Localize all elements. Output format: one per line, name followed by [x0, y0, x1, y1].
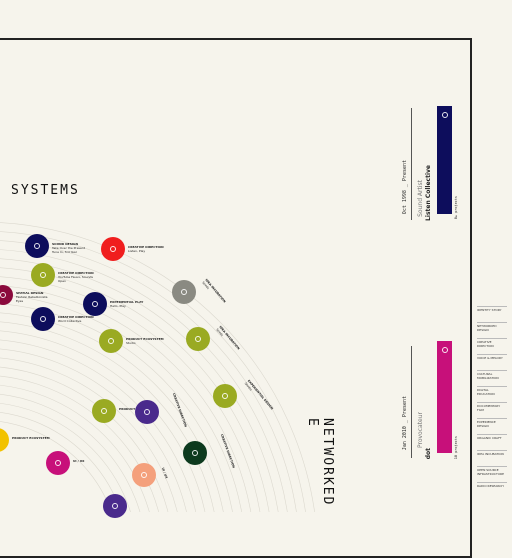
node-subtitle: Word Collective — [58, 319, 82, 323]
project-node[interactable] — [31, 307, 55, 331]
legend-item: CREATIVE DIRECTION — [477, 338, 507, 348]
legend-item: DIGITAL EDUCATION — [477, 386, 507, 396]
node-dot-icon — [40, 316, 46, 322]
node-dot-icon — [110, 246, 116, 252]
node-subtitle: Take Over the Present — [52, 246, 85, 250]
node-title: EXPERIENTIAL PLAY — [110, 300, 144, 304]
stint-rule — [411, 108, 412, 220]
node-title: CREATIVE DIRECTION — [58, 315, 94, 319]
node-label: SOUND DESIGN Take Over the Present Tune In… — [52, 242, 85, 254]
project-node[interactable] — [186, 327, 210, 351]
node-subtitle: YouTube Fauux, Sounds — [58, 275, 93, 279]
node-dot-icon — [101, 408, 107, 414]
node-dot-icon — [55, 460, 61, 466]
legend-item: RADIO RESEARCH — [477, 482, 507, 488]
legend-item: EXPERIENCE DESIGN — [477, 418, 507, 428]
node-title: PRODUCT ECOSYSTEM — [12, 436, 50, 440]
node-title: CREATIVE DIRECTION — [58, 271, 94, 275]
project-node[interactable] — [92, 399, 116, 423]
node-dot-icon — [195, 336, 201, 342]
stint-listen-collective: Oct 1998 _ Present Sound Artist Listen C… — [395, 100, 465, 221]
project-node[interactable] — [132, 463, 156, 487]
legend-item: NETWORKED DESIGN — [477, 322, 507, 332]
node-dot-icon — [222, 393, 228, 399]
node-dot-icon — [141, 472, 147, 478]
node-subtitle: Eyes — [16, 299, 24, 303]
node-label: EXPERIENTIAL PLAY Hello, Play — [110, 300, 143, 308]
stint-dot: Jan 2010 _ Present Provocateur dot 18 pr… — [395, 338, 465, 460]
node-subtitle: Open — [58, 279, 67, 283]
stint-date: Oct 1998 _ Present — [402, 160, 408, 215]
project-node[interactable] — [0, 428, 9, 452]
node-dot-icon — [181, 289, 187, 295]
project-node[interactable] — [46, 451, 70, 475]
node-label: CREATIVE DIRECTION Word Collective — [58, 315, 94, 323]
stint-projects: 8+ projects — [454, 196, 458, 220]
node-subtitle: Studio — [126, 341, 136, 345]
stint-rule — [411, 346, 412, 458]
node-label: UI / UX — [73, 459, 85, 463]
node-dot-icon — [144, 409, 150, 415]
stint-bar — [437, 106, 452, 214]
node-title: CREATIVE DIRECTION — [128, 245, 164, 249]
node-title: SPATIAL DESIGN — [16, 291, 44, 295]
project-node[interactable] — [0, 285, 13, 305]
node-label: PRODUCT ECOSYSTEM — [12, 436, 50, 440]
node-title: UI / UX — [73, 459, 85, 463]
node-dot-icon — [40, 272, 46, 278]
heading-networked: NETWORKED E — [305, 418, 335, 507]
node-dot-icon — [192, 450, 198, 456]
legend-item: IDENTITY STORY — [477, 306, 507, 312]
project-node[interactable] — [25, 234, 49, 258]
stint-projects: 18 projects — [454, 436, 458, 460]
stint-date: Jan 2010 _ Present — [402, 396, 408, 451]
project-node[interactable] — [172, 280, 196, 304]
legend-item: DOCUMENTARY FILM — [477, 402, 507, 412]
project-node[interactable] — [103, 494, 127, 518]
project-node[interactable] — [83, 292, 107, 316]
node-subtitle: Fashion Rebellionista — [16, 295, 48, 299]
node-dot-icon — [112, 503, 118, 509]
stint-org: Listen Collective — [425, 165, 432, 221]
project-node[interactable] — [99, 329, 123, 353]
node-dot-icon — [0, 292, 6, 298]
node-label: CREATIVE DIRECTION Listen, Play — [128, 245, 164, 253]
bar-dot-icon — [441, 112, 448, 118]
node-title: SOUND DESIGN — [52, 242, 78, 246]
legend-item: CULTURAL MOBILIZATION — [477, 370, 507, 380]
node-subtitle: Tune In, 3rd Year — [52, 250, 77, 254]
node-label: SPATIAL DESIGN Fashion Rebellionista Eyes — [16, 291, 47, 303]
project-node[interactable] — [101, 237, 125, 261]
legend-item: OPEN SOURCE INFRASTRUCTURE — [477, 466, 507, 476]
node-dot-icon — [34, 243, 40, 249]
legend-item: ORGANIC CRAFT — [477, 434, 507, 440]
node-label: CREATIVE DIRECTION YouTube Fauux, Sounds O… — [58, 271, 94, 283]
legend-item: VOICE & MELODY — [477, 354, 507, 360]
node-dot-icon — [92, 301, 98, 307]
project-node[interactable] — [183, 441, 207, 465]
stint-role: Provocateur — [417, 412, 424, 449]
project-node[interactable] — [31, 263, 55, 287]
node-title: PRODUCT ECOSYSTEM — [126, 337, 164, 341]
project-node[interactable] — [213, 384, 237, 408]
stint-bar — [437, 341, 452, 453]
project-node[interactable] — [135, 400, 159, 424]
stint-org: dot — [425, 448, 432, 460]
legend-item: IDEA INCUBATION — [477, 450, 507, 456]
bar-dot-icon — [441, 347, 448, 353]
heading-systems: SYSTEMS — [11, 183, 80, 198]
node-label: PRODUCT ECOSYSTEM Studio — [126, 337, 164, 345]
node-subtitle: Listen, Play — [128, 249, 146, 253]
node-dot-icon — [108, 338, 114, 344]
node-subtitle: Hello, Play — [110, 304, 126, 308]
stint-role: Sound Artist — [417, 180, 424, 217]
